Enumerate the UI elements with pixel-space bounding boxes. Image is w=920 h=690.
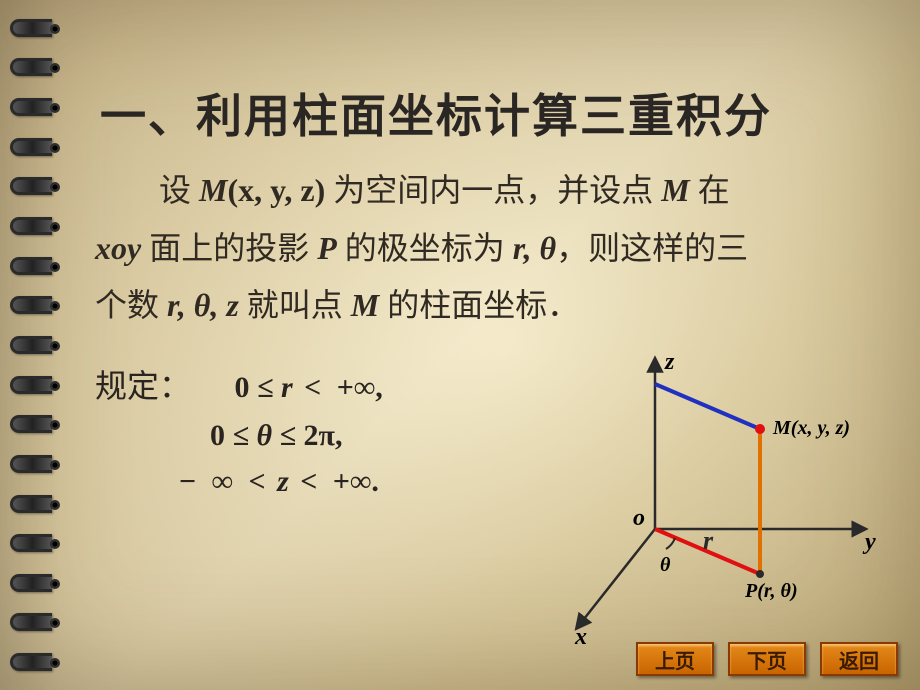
math-M2: M (661, 172, 689, 208)
paragraph-1: 设 M(x, y, z) 为空间内一点，并设点 M 在 (95, 166, 875, 216)
text: 面上的投影 (149, 230, 309, 266)
rules-label: 规定： (95, 368, 191, 404)
text: 的柱面坐标． (387, 287, 579, 323)
math-xoy: xoy (95, 230, 141, 266)
section-title: 一、利用柱面坐标计算三重积分 (100, 80, 875, 146)
point-M (755, 424, 765, 434)
text: 为空间内一点，并设点 (333, 172, 653, 208)
paragraph-3: 个数 r, θ, z 就叫点 M 的柱面坐标． (95, 281, 875, 331)
rule-3: − ∞ < z < +∞. (175, 465, 383, 498)
theta-label: θ (660, 554, 671, 576)
top-line (655, 384, 760, 429)
point-P (756, 570, 764, 578)
math-args: (x, y, z) (227, 172, 325, 208)
prev-button[interactable]: 上页 (636, 642, 714, 676)
back-button[interactable]: 返回 (820, 642, 898, 676)
x-axis (580, 529, 655, 624)
nav-buttons: 上页 下页 返回 (636, 642, 898, 676)
next-button[interactable]: 下页 (728, 642, 806, 676)
rule-1: 0 ≤ r < +∞, (235, 371, 387, 404)
origin-label: o (633, 505, 645, 531)
text: ，则这样的三 (556, 230, 748, 266)
slide-page: 一、利用柱面坐标计算三重积分 设 M(x, y, z) 为空间内一点，并设点 M… (0, 0, 920, 690)
content-area: 一、利用柱面坐标计算三重积分 设 M(x, y, z) 为空间内一点，并设点 M… (75, 0, 905, 690)
rule-2: 0 ≤ θ ≤ 2π, (210, 419, 342, 452)
text: 在 (698, 172, 730, 208)
math-rt: r, θ (513, 230, 556, 266)
spiral-binding (0, 0, 60, 690)
P-label: P(r, θ) (744, 580, 798, 602)
text: 就叫点 (247, 287, 343, 323)
y-label: y (862, 529, 876, 555)
coordinate-diagram: z y x o r θ M(x, y, z) P(r, θ) (525, 349, 905, 649)
text: 的极坐标为 (345, 230, 505, 266)
axes-svg: z y x o r θ M(x, y, z) P(r, θ) (525, 349, 905, 649)
math-vars: r, θ, z (167, 287, 239, 323)
z-label: z (664, 349, 675, 375)
theta-arc (666, 538, 675, 549)
lower-row: 规定： 0 ≤ r < +∞, 0 ≤ θ ≤ 2π, − ∞ < z < +∞… (95, 349, 875, 649)
paragraph-2: xoy 面上的投影 P 的极坐标为 r, θ，则这样的三 (95, 224, 875, 274)
r-label: r (703, 526, 714, 555)
math-P: P (317, 230, 337, 266)
math-M3: M (351, 287, 379, 323)
rules-block: 规定： 0 ≤ r < +∞, 0 ≤ θ ≤ 2π, − ∞ < z < +∞… (95, 349, 525, 649)
text: 设 (159, 172, 191, 208)
x-label: x (574, 624, 587, 649)
text: 个数 (95, 287, 159, 323)
M-label: M(x, y, z) (772, 417, 850, 439)
math-M: M (199, 172, 227, 208)
